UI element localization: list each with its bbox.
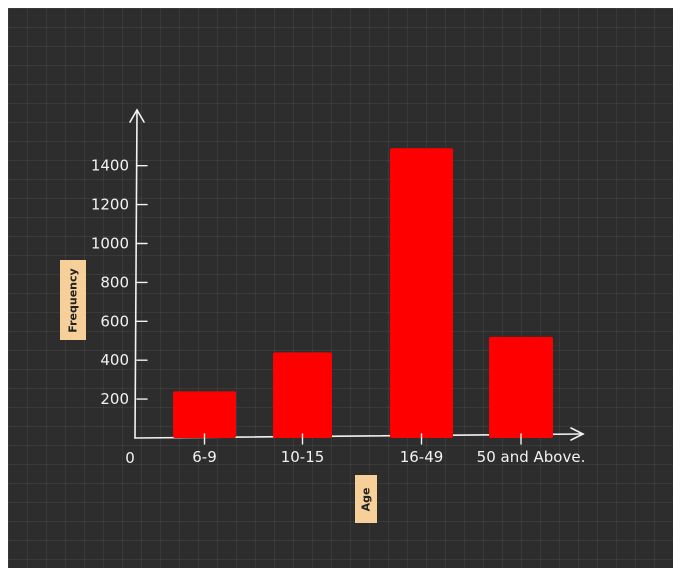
x-axis-ticks: 6-9 10-15 16-49 50 and Above. xyxy=(192,433,586,466)
chalkboard-canvas: 200 400 600 800 1000 1200 1400 6-9 10-15 16-49 50… xyxy=(8,8,673,568)
bar-chart: 200 400 600 800 1000 1200 1400 6-9 10-15 16-49 50… xyxy=(91,108,586,467)
y-tick-label-6: 1200 xyxy=(91,196,129,214)
y-axis-label: Frequency xyxy=(60,260,86,340)
bar-2 xyxy=(273,352,332,438)
y-tick-label-7: 1400 xyxy=(91,157,129,175)
x-tick-label-4: 50 and Above. xyxy=(477,448,586,466)
x-tick-label-2: 10-15 xyxy=(281,448,325,466)
x-axis-label: Age xyxy=(355,475,377,523)
y-tick-label-1: 200 xyxy=(100,390,129,408)
y-tick-label-3: 600 xyxy=(100,312,129,330)
y-tick-label-5: 1000 xyxy=(91,235,129,253)
y-axis-label-text: Frequency xyxy=(66,267,80,333)
x-tick-label-1: 6-9 xyxy=(192,448,217,466)
x-axis-arrow xyxy=(570,427,585,441)
y-tick-label-2: 400 xyxy=(100,351,129,369)
x-tick-label-3: 16-49 xyxy=(400,448,444,466)
y-axis-ticks: 200 400 600 800 1000 1200 1400 xyxy=(91,157,148,408)
bar-3 xyxy=(390,148,453,438)
origin-label: 0 xyxy=(125,449,135,467)
x-axis-label-text: Age xyxy=(359,487,373,511)
y-tick-label-4: 800 xyxy=(100,273,129,291)
bar-4 xyxy=(489,336,553,438)
chart-bars xyxy=(173,148,553,438)
bar-1 xyxy=(173,391,236,438)
y-axis-arrow xyxy=(129,108,145,123)
y-axis-line xyxy=(134,109,138,439)
